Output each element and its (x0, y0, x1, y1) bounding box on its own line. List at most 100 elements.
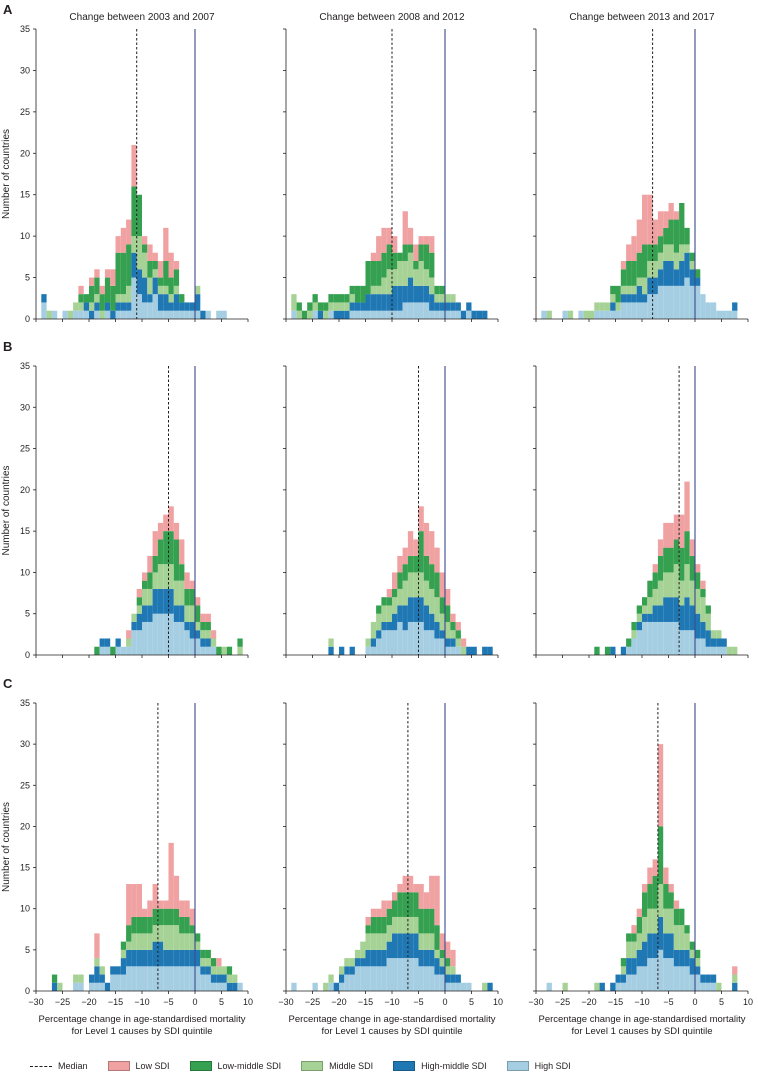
bar-segment (402, 302, 408, 319)
bar-segment (732, 966, 738, 975)
bar-segment (163, 949, 169, 967)
bar-segment (78, 974, 84, 983)
bar-segment (195, 941, 201, 950)
bar-segment (83, 302, 89, 311)
bar-segment (610, 285, 616, 295)
bar-segment (163, 925, 169, 950)
bar-segment (51, 982, 58, 991)
bar-segment (620, 294, 627, 303)
bar-segment (407, 244, 414, 253)
bar-segment (615, 302, 621, 311)
bar-segment (567, 310, 574, 319)
x-axis-label-line: Percentage change in age-standardised mo… (538, 1014, 745, 1025)
bar-segment (163, 588, 169, 614)
bar-segment (429, 236, 435, 253)
bar-segment (232, 982, 238, 991)
bar-segment (328, 646, 334, 655)
bar-segment (604, 310, 611, 319)
bar-segment (189, 925, 195, 934)
bar-segment (434, 925, 440, 950)
bar-segment (94, 646, 100, 655)
panel-title: Change between 2003 and 2007 (69, 12, 215, 23)
bar-segment (684, 227, 690, 245)
legend-label-low-sdi: Low SDI (135, 1061, 170, 1071)
bar-segment (110, 974, 116, 991)
legend-swatch-low-middle-sdi (189, 1061, 212, 1071)
bar-segment (647, 613, 653, 622)
bar-segment (413, 933, 419, 959)
panel-a-3: Change between 2013 and 2017 (533, 12, 749, 322)
y-tick-label: 15 (20, 190, 30, 200)
bar-segment (328, 982, 334, 991)
bar-segment (620, 958, 627, 967)
bar-segment (365, 646, 371, 655)
y-axis-label: Number of countries (1, 465, 12, 555)
bar-segment (429, 966, 435, 991)
bar-segment (413, 269, 419, 286)
bar-segment (684, 933, 690, 950)
bar-segment (210, 966, 217, 975)
bar-segment (142, 949, 148, 967)
bar-segment (376, 261, 382, 286)
bar-segment (184, 933, 190, 950)
bar-segment (642, 244, 648, 278)
bar-segment (434, 285, 440, 295)
x-tick-label: −25 (55, 997, 70, 1007)
bar-segment (339, 982, 345, 991)
bar-segment (131, 949, 137, 967)
bar-segment (131, 884, 137, 917)
bar-segment (376, 613, 382, 631)
bar-segment (131, 621, 137, 631)
bar-segment (328, 302, 334, 311)
bar-segment (620, 974, 627, 983)
bar-segment (354, 310, 361, 319)
bar-segment (610, 310, 616, 319)
bar-segment (381, 916, 387, 934)
bar-segment (434, 958, 440, 975)
bar-segment (700, 294, 706, 319)
bar-segment (131, 186, 137, 237)
bar-segment (376, 908, 382, 917)
bar-segment (163, 564, 169, 589)
panel-c-1: 0 5 10 15 20 25 30 35 −30 −25 −20 −15 −10 −5 0 5 10 C Numb… (1, 676, 253, 1037)
y-tick-label: 30 (20, 739, 30, 749)
bar-segment (89, 302, 95, 311)
x-tick-label: 0 (442, 997, 447, 1007)
bar-segment (482, 982, 488, 991)
bar-segment (381, 949, 387, 967)
bar-segment (673, 219, 680, 253)
bar-segment (78, 285, 84, 295)
bar-segment (57, 982, 63, 991)
bar-segment (710, 982, 717, 991)
bar-segment (673, 949, 680, 967)
bar-segment (455, 982, 461, 991)
bar-segment (668, 547, 674, 573)
bar-segment (402, 630, 408, 655)
bar-segment (157, 277, 164, 286)
bar-segment (339, 310, 345, 319)
bar-segment (168, 506, 174, 532)
bar-segment (189, 949, 195, 967)
bar-segment (684, 244, 690, 253)
bar-segment (668, 285, 674, 319)
bar-segment (173, 621, 180, 655)
bar-segment (94, 294, 100, 303)
panel-b-2 (283, 365, 499, 658)
bar-segment (673, 597, 680, 622)
bar-segment (344, 302, 350, 311)
bar-segment (179, 966, 185, 991)
legend-item-low-middle-sdi: Low-middle SDI (189, 1061, 281, 1071)
bar-segment (120, 294, 127, 303)
x-tick-label: 0 (192, 997, 197, 1007)
bar-segment (610, 294, 616, 303)
bar-segment (657, 539, 664, 556)
bar-segment (157, 613, 164, 655)
bar-segment (407, 597, 414, 622)
bar-segment (455, 630, 461, 639)
panel-letter: A (3, 2, 13, 17)
bar-segment (652, 572, 658, 589)
bar-segment (168, 277, 174, 295)
bar-segment (157, 908, 164, 926)
bar-segment (136, 933, 142, 950)
bar-segment (413, 285, 419, 303)
